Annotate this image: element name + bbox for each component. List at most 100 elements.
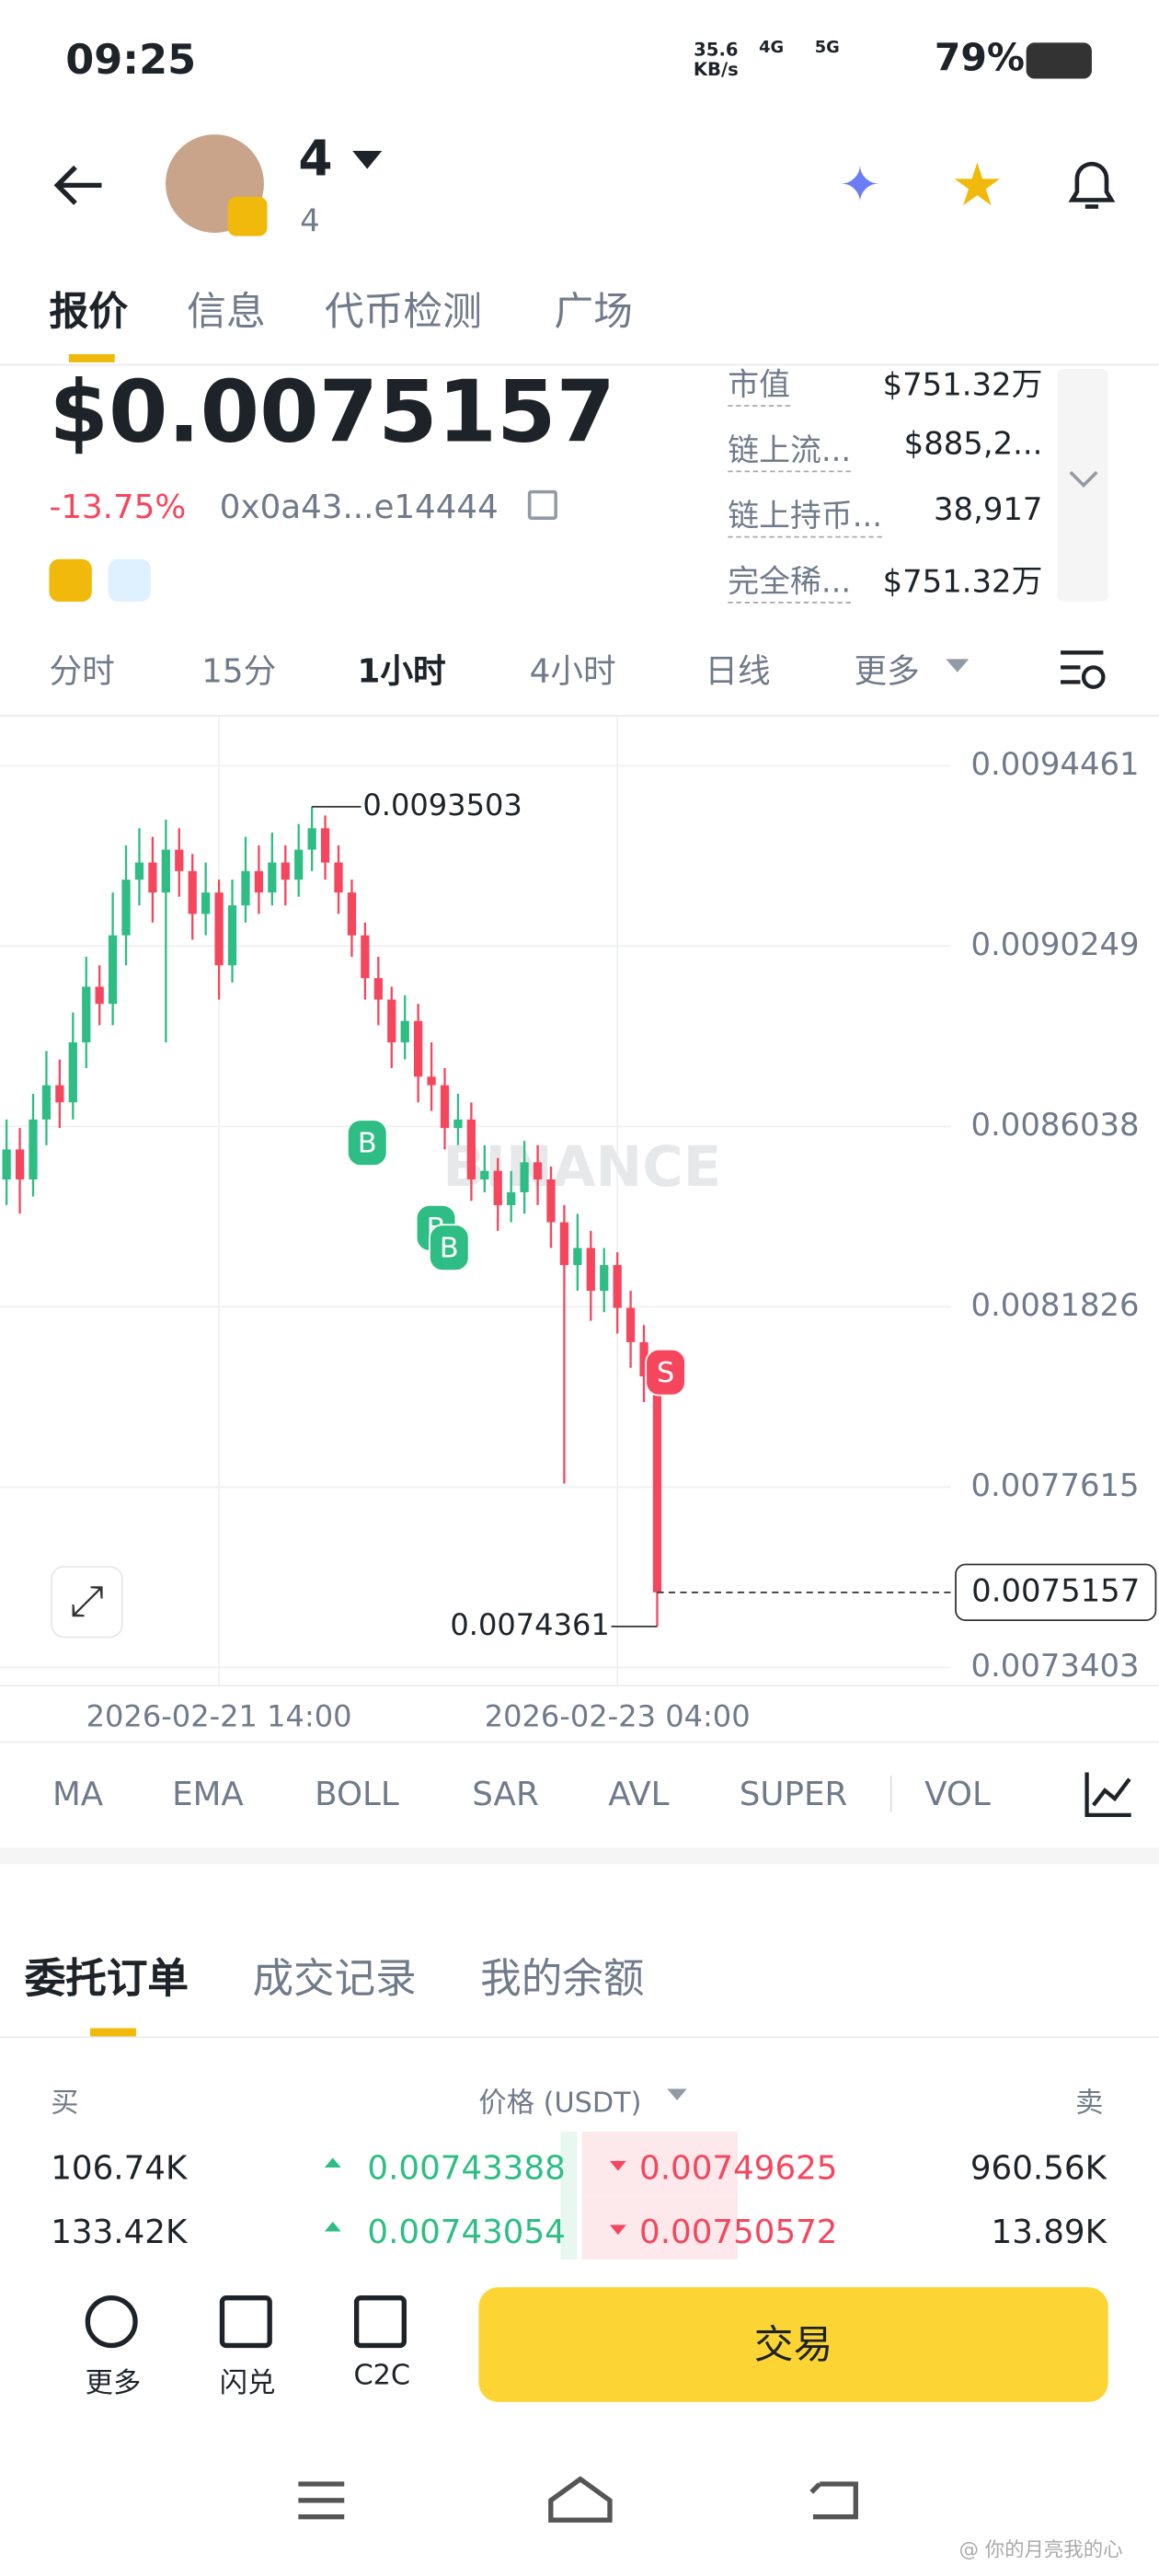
interval[interactable]: 1小时	[357, 650, 446, 691]
divider	[0, 715, 1159, 717]
bid-depth	[560, 2195, 578, 2260]
network: 4G	[759, 39, 785, 58]
stat-value: $751.32万	[882, 564, 1043, 601]
candle-body	[227, 905, 237, 966]
divider	[889, 1776, 892, 1812]
candle-body	[453, 1119, 463, 1129]
notifications[interactable]	[1062, 155, 1121, 217]
interval[interactable]: 更多	[854, 650, 920, 691]
tab[interactable]: 广场	[554, 288, 633, 335]
order-tab[interactable]: 委托订单	[24, 1954, 189, 2003]
stat-label: 完全稀...	[728, 558, 852, 604]
chain-badge	[227, 196, 268, 236]
candle-body	[573, 1248, 582, 1266]
trade-marker	[645, 1348, 686, 1397]
contract-address[interactable]: 0x0a43...e14444	[219, 487, 499, 527]
candle-body	[466, 1119, 476, 1179]
candle-body	[334, 862, 343, 893]
stat-value: 38,917	[933, 491, 1043, 528]
candle-body	[440, 1085, 450, 1129]
network: 5G	[814, 39, 840, 58]
candle-body	[307, 828, 316, 850]
candle-body	[480, 1170, 489, 1179]
candle-body	[546, 1179, 556, 1223]
candle-body	[600, 1265, 609, 1292]
favorite[interactable]: ★	[950, 152, 1004, 220]
ask-size: 13.89K	[991, 2212, 1107, 2251]
candle-body	[361, 935, 370, 979]
candle-body	[625, 1307, 636, 1342]
candle-body	[347, 892, 357, 936]
ask-price: 0.00749625	[639, 2147, 838, 2188]
last-price-label: 0.0075157	[971, 1572, 1140, 1608]
price: $0.0075157	[49, 363, 616, 463]
back[interactable]	[49, 161, 108, 210]
token-symbol[interactable]: 4	[298, 131, 333, 189]
bid-price: 0.00743054	[367, 2212, 566, 2251]
up-arrow	[324, 2221, 341, 2232]
tab[interactable]: 报价	[49, 288, 129, 335]
fullscreen[interactable]: ⤢	[51, 1565, 123, 1639]
candle-body	[121, 880, 131, 936]
interval[interactable]: 15分	[201, 650, 277, 691]
action-icon[interactable]	[353, 2295, 407, 2349]
action-icon[interactable]	[85, 2295, 138, 2349]
chart-watermark: BINANCE	[442, 1135, 721, 1200]
ask-size: 960.56K	[970, 2147, 1107, 2188]
x-tick-label: 2026-02-23 04:00	[485, 1699, 751, 1734]
dropdown[interactable]	[352, 150, 383, 184]
indicator[interactable]: VOL	[924, 1774, 991, 1814]
tab[interactable]: 代币检测	[324, 288, 482, 335]
candle-body	[400, 1020, 409, 1043]
divider	[0, 1741, 1159, 1743]
action-label[interactable]: 闪兑	[219, 2367, 276, 2401]
tab[interactable]: 信息	[187, 288, 266, 335]
indicator[interactable]: MA	[52, 1774, 104, 1814]
indicator-settings[interactable]	[1082, 1769, 1134, 1818]
action-label[interactable]: 更多	[85, 2367, 142, 2401]
interval[interactable]: 日线	[705, 650, 771, 691]
candle-body	[268, 862, 277, 893]
indicator[interactable]: SAR	[472, 1774, 539, 1814]
copy[interactable]	[527, 489, 557, 520]
candle-body	[639, 1341, 648, 1377]
time: 09:25	[65, 36, 197, 84]
bid-price: 0.00743388	[367, 2147, 566, 2188]
candle-body	[175, 849, 184, 871]
divider	[0, 363, 1159, 366]
tab-indicator	[68, 353, 115, 362]
interval[interactable]: 4小时	[529, 650, 616, 691]
price-header[interactable]: 价格 (USDT)	[478, 2087, 642, 2121]
interval[interactable]: 分时	[49, 650, 115, 691]
action-icon[interactable]	[219, 2295, 272, 2349]
action-label[interactable]: C2C	[353, 2359, 411, 2393]
candle-body	[414, 1020, 423, 1077]
chart-settings[interactable]	[1058, 644, 1110, 693]
candle-body	[55, 1085, 64, 1103]
order-tab[interactable]: 我的余额	[480, 1954, 645, 2003]
indicator[interactable]: SUPER	[739, 1774, 848, 1814]
battery-icon	[1026, 42, 1092, 79]
indicator[interactable]: EMA	[172, 1774, 244, 1814]
down-arrow	[609, 2160, 626, 2171]
ask-depth	[581, 2131, 738, 2196]
candle-body	[134, 862, 144, 880]
speed-unit: KB/s	[693, 59, 739, 81]
tab-indicator	[90, 2028, 136, 2037]
candle-body	[294, 849, 304, 880]
trade-button[interactable]: 交易	[478, 2287, 1108, 2402]
candle-body	[652, 1376, 662, 1593]
order-tab[interactable]: 成交记录	[252, 1954, 417, 2003]
spacer	[0, 1847, 1159, 1865]
indicator[interactable]: BOLL	[315, 1774, 399, 1814]
bid-depth	[560, 2131, 578, 2196]
indicator[interactable]: AVL	[608, 1774, 670, 1814]
stat-label: 市值	[728, 361, 791, 407]
down-arrow	[609, 2225, 626, 2236]
candlestick-chart: 0.0094461 0.0090249 0.0086038 0.0081826 0.00…	[0, 716, 1159, 1734]
candle-body	[108, 935, 118, 1005]
candle-body	[148, 862, 157, 893]
trade-marker-label: B	[358, 1127, 377, 1159]
nav-bar	[298, 2476, 858, 2523]
ai-button[interactable]: ✦	[839, 157, 881, 215]
